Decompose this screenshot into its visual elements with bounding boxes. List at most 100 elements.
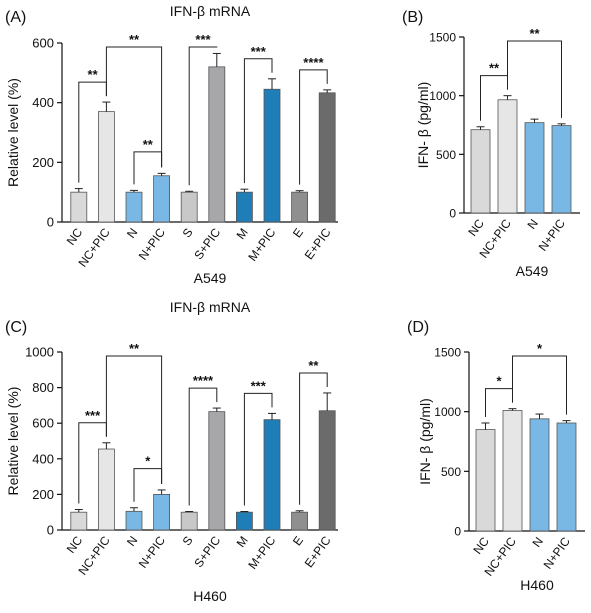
y-axis-label: Relative level (%) [5,78,21,187]
x-axis-label: H460 [193,588,227,604]
x-tick-label: NC [470,534,492,557]
significance-bracket [512,355,567,415]
y-tick-label: 400 [32,451,54,466]
bar [497,99,518,214]
y-tick-label: 600 [32,416,54,431]
significance-label: *** [251,378,267,393]
panel-a: (A) IFN-β mRNA 0 200 400 600 Relative level (%… [5,3,338,286]
y-tick-label: 0 [454,525,461,539]
bar [235,511,253,531]
x-tick-label: M+PIC [245,533,278,571]
panel-label: (A) [5,9,26,26]
x-axis-label: H460 [520,577,554,593]
x-tick-label: NC [64,225,86,248]
significance-bracket [507,40,562,118]
chart-title: IFN-β mRNA [170,299,251,315]
chart-title: IFN-β mRNA [170,3,251,19]
significance-label: **** [303,55,324,70]
x-tick-label: N [530,535,546,550]
significance-label: ** [529,26,540,41]
bar [98,111,115,223]
y-tick-label: 1000 [25,345,54,360]
significance-bracket [299,69,328,185]
x-tick-label: E [290,226,306,241]
x-axis-label: A549 [194,270,227,286]
bar [235,191,253,223]
x-tick-label: N+PIC [541,534,573,571]
y-axis-label: Relative level (%) [5,387,21,496]
bar [125,191,143,223]
y-tick-label: 1500 [434,346,461,360]
bar [208,66,226,223]
significance-label: * [145,454,151,469]
bar [318,410,336,531]
y-tick-label: 400 [32,95,54,110]
y-tick-label: 0 [47,523,54,538]
panel-label: (B) [402,9,423,26]
significance-bracket [133,468,163,502]
significance-label: ** [489,61,500,76]
y-tick-label: 1500 [429,31,456,45]
significance-bracket [243,58,273,184]
significance-label: * [537,341,543,356]
x-tick-label: S [180,226,196,241]
significance-label: **** [193,373,214,388]
x-tick-label: M+PIC [245,225,278,263]
bar [98,448,115,531]
significance-bracket [299,372,328,505]
bar [70,511,88,531]
significance-label: * [496,374,502,389]
bar [318,92,336,223]
x-tick-label: N+PIC [536,216,568,253]
x-axis-label: A549 [516,263,549,279]
bar [475,429,496,532]
significance-bracket [243,392,273,506]
panel-label: (D) [407,319,429,336]
x-tick-label: N+PIC [136,533,168,570]
x-tick-label: E+PIC [302,225,334,262]
x-tick-label: M [234,226,251,242]
x-tick-label: E+PIC [302,533,334,570]
bar [153,493,171,531]
bar [70,191,88,223]
x-tick-label: S [180,534,196,549]
significance-label: *** [195,32,211,47]
y-tick-label: 800 [32,380,54,395]
y-tick-label: 600 [32,36,54,51]
x-tick-label: N [525,217,541,232]
significance-label: *** [251,44,267,59]
x-tick-label: M [234,534,251,550]
panel-label: (C) [5,319,27,336]
significance-label: ** [129,341,140,356]
significance-label: ** [88,67,99,82]
y-axis-label: IFN- β (pg/ml) [415,82,431,169]
bar [153,175,171,223]
x-tick-label: E [290,534,306,549]
bar [524,122,545,214]
y-tick-label: 200 [32,487,54,502]
bar [125,510,143,531]
y-tick-label: 500 [441,465,461,479]
y-axis-label: IFN- β (pg/ml) [417,398,433,485]
significance-bracket [133,151,163,185]
x-tick-label: NC [64,533,86,556]
y-tick-label: 0 [47,215,54,230]
significance-label: ** [143,137,154,152]
x-tick-label: NC [465,216,487,239]
significance-bracket [105,355,163,484]
y-tick-label: 200 [32,155,54,170]
x-tick-label: S+PIC [191,225,223,262]
x-tick-label: N+PIC [136,225,168,262]
bar [291,191,309,223]
bar [470,129,491,214]
significance-label: ** [129,32,140,47]
bar [263,88,281,223]
x-tick-label: N [124,226,140,241]
bar [180,191,198,223]
bar [208,411,226,531]
significance-label: *** [85,408,101,423]
bar [291,511,309,531]
